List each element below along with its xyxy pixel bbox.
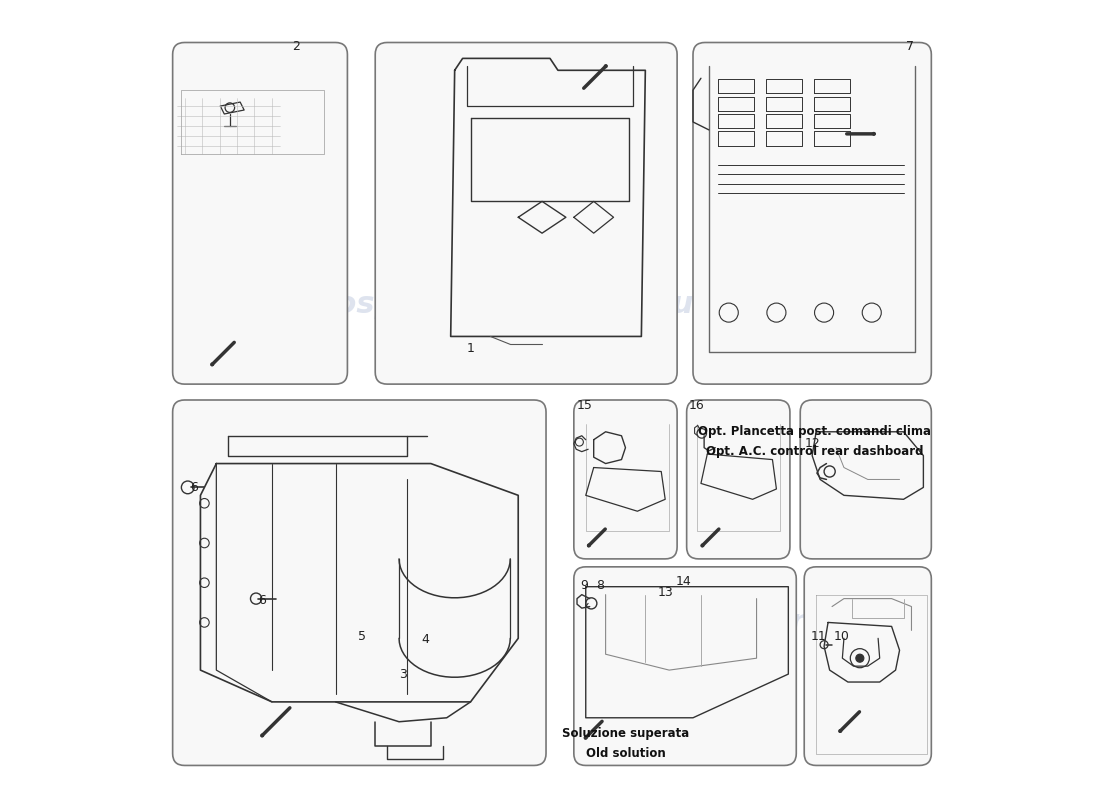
Text: 6: 6 (257, 594, 265, 606)
Text: eurospares: eurospares (652, 608, 845, 637)
Text: 14: 14 (675, 574, 691, 588)
Text: 7: 7 (906, 40, 914, 53)
FancyBboxPatch shape (693, 42, 932, 384)
Text: Soluzione superata: Soluzione superata (562, 727, 689, 740)
FancyBboxPatch shape (574, 400, 678, 559)
Text: 15: 15 (578, 399, 593, 412)
Text: 9: 9 (580, 578, 588, 592)
Circle shape (856, 654, 864, 662)
FancyBboxPatch shape (173, 400, 546, 766)
FancyBboxPatch shape (686, 400, 790, 559)
FancyBboxPatch shape (804, 567, 932, 766)
Text: Opt. A.C. control rear dashboard: Opt. A.C. control rear dashboard (706, 446, 923, 458)
FancyBboxPatch shape (173, 42, 348, 384)
Text: 5: 5 (358, 630, 365, 643)
Text: 10: 10 (834, 630, 849, 643)
Text: 8: 8 (596, 578, 604, 592)
Text: 12: 12 (804, 437, 820, 450)
Text: 6: 6 (190, 481, 198, 494)
Text: 16: 16 (689, 399, 705, 412)
Text: eurospares: eurospares (278, 290, 472, 319)
Text: 3: 3 (399, 667, 407, 681)
FancyBboxPatch shape (801, 400, 932, 559)
Text: 2: 2 (292, 40, 299, 53)
Text: eurospares: eurospares (278, 608, 472, 637)
Text: Old solution: Old solution (585, 747, 666, 760)
Text: 13: 13 (658, 586, 673, 598)
Text: 4: 4 (421, 634, 429, 646)
Text: 1: 1 (466, 342, 474, 355)
FancyBboxPatch shape (375, 42, 678, 384)
Text: Opt. Plancetta post. comandi clima: Opt. Plancetta post. comandi clima (698, 426, 931, 438)
Text: eurospares: eurospares (652, 290, 845, 319)
Text: 11: 11 (811, 630, 826, 643)
FancyBboxPatch shape (574, 567, 796, 766)
